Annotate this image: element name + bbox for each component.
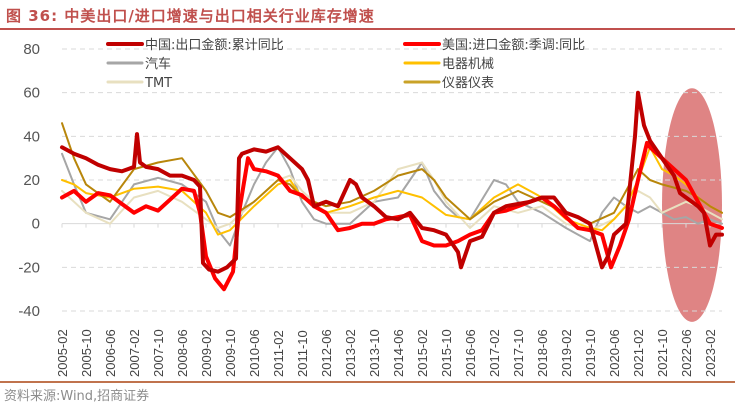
title-divider — [0, 28, 735, 30]
y-tick-label: 60 — [23, 85, 40, 102]
y-tick-label: 20 — [23, 172, 40, 189]
series-line-5 — [61, 122, 723, 225]
x-tick-label: 2018-06 — [535, 329, 550, 377]
x-tick-label: 2007-02 — [127, 329, 142, 377]
highlight-ellipse — [662, 88, 722, 322]
x-tick-label: 2017-10 — [511, 329, 526, 377]
x-tick-label: 2005-02 — [55, 329, 70, 377]
x-tick-label: 2007-10 — [151, 329, 166, 377]
figure-title: 图 36: 中美出口/进口增速与出口相关行业库存增速 — [6, 7, 375, 25]
x-tick-label: 2021-10 — [655, 329, 670, 377]
legend-label: 汽车 — [145, 56, 171, 72]
x-tick-label: 2013-10 — [367, 329, 382, 377]
x-tick-label: 2023-02 — [703, 329, 718, 377]
x-tick-label: 2012-06 — [319, 329, 334, 377]
x-tick-label: 2015-10 — [439, 329, 454, 377]
x-tick-label: 2016-06 — [463, 329, 478, 377]
series-layer — [60, 90, 724, 292]
y-tick-label: 0 — [32, 216, 40, 233]
x-tick-label: 2011-02 — [271, 330, 286, 377]
y-tick-label: -20 — [18, 259, 40, 276]
y-tick-label: 40 — [23, 128, 40, 145]
x-tick-label: 2014-06 — [391, 329, 406, 377]
source-note: 资料来源:Wind,招商证券 — [4, 389, 150, 404]
legend-item: 中国:出口金额:累计同比 — [106, 37, 284, 53]
legend-label: 美国:进口金额:季调:同比 — [442, 37, 585, 53]
figure-title-bar: 图 36: 中美出口/进口增速与出口相关行业库存增速 — [0, 0, 735, 30]
x-tick-label: 2019-02 — [559, 329, 574, 377]
series-line-1 — [60, 140, 724, 292]
series-line-2 — [61, 146, 723, 247]
x-tick-label: 2022-06 — [679, 329, 694, 377]
legend-item: 汽车 — [106, 56, 171, 72]
legend-item: 电器机械 — [403, 57, 494, 72]
x-tick-label: 2020-06 — [607, 329, 622, 377]
legend-label: 中国:出口金额:累计同比 — [145, 37, 284, 53]
y-tick-label: 80 — [23, 41, 40, 58]
y-axis: 80 60 40 20 0 -20 -40 — [18, 41, 40, 320]
x-tick-label: 2017-02 — [487, 329, 502, 377]
x-axis: 2005-02 2005-10 2006-06 2007-02 2007-10 2008-… — [55, 329, 718, 377]
x-tick-label: 2021-02 — [631, 329, 646, 377]
legend-label: 电器机械 — [442, 57, 494, 72]
legend-label: 仪器仪表 — [442, 76, 494, 91]
legend-item: 美国:进口金额:季调:同比 — [403, 37, 585, 53]
x-tick-label: 2019-10 — [583, 329, 598, 377]
x-tick-label: 2006-06 — [103, 329, 118, 377]
highlight-layer — [662, 88, 722, 322]
legend-item: 仪器仪表 — [403, 76, 494, 91]
legend-label: TMT — [144, 76, 172, 91]
x-tick-label: 2009-10 — [223, 329, 238, 377]
y-tick-label: -40 — [18, 303, 40, 320]
x-tick-label: 2005-10 — [79, 329, 94, 377]
x-tick-label: 2011-10 — [295, 330, 310, 377]
legend-item: TMT — [106, 76, 172, 91]
x-tick-label: 2013-02 — [343, 329, 358, 377]
x-tick-label: 2010-06 — [247, 329, 262, 377]
series-line-0 — [60, 90, 724, 274]
x-tick-label: 2008-06 — [175, 329, 190, 377]
x-tick-label: 2015-02 — [415, 329, 430, 377]
x-tick-label: 2009-02 — [199, 329, 214, 377]
source-divider — [0, 381, 735, 383]
series-line-3 — [61, 146, 723, 236]
